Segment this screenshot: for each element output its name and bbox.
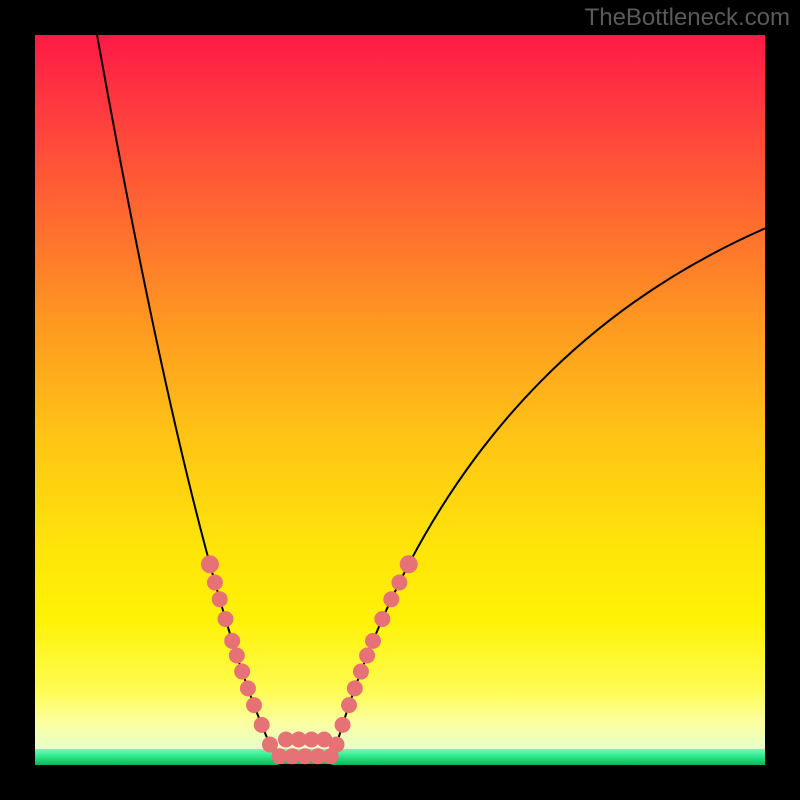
marker-left-stem — [254, 717, 270, 733]
marker-left-stem — [207, 575, 223, 591]
marker-right-stem — [365, 633, 381, 649]
marker-left-stem — [240, 680, 256, 696]
marker-right-stem — [391, 575, 407, 591]
watermark-text: TheBottleneck.com — [585, 4, 790, 32]
marker-right-stem — [383, 591, 399, 607]
marker-left-stem — [212, 591, 228, 607]
marker-left-stem — [229, 648, 245, 664]
marker-right-stem — [335, 717, 351, 733]
marker-floor — [316, 731, 332, 747]
marker-left-stem — [246, 697, 262, 713]
marker-right-stem — [400, 555, 418, 573]
marker-left-stem — [201, 555, 219, 573]
marker-left-stem — [234, 664, 250, 680]
marker-right-stem — [374, 611, 390, 627]
marker-left-stem — [218, 611, 234, 627]
marker-floor — [323, 748, 339, 764]
marker-right-stem — [341, 697, 357, 713]
marker-left-stem — [224, 633, 240, 649]
chart-svg-layer — [0, 0, 800, 800]
bottleneck-curve — [97, 35, 765, 765]
marker-right-stem — [359, 648, 375, 664]
marker-right-stem — [347, 680, 363, 696]
marker-right-stem — [353, 664, 369, 680]
